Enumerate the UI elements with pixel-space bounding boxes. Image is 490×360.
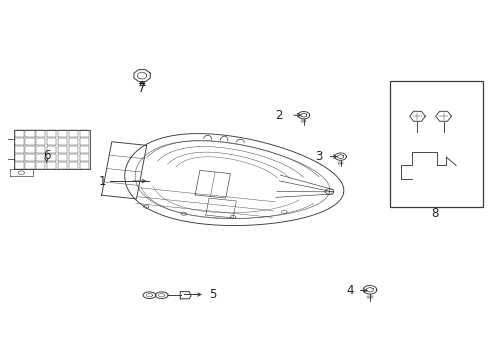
Text: 7: 7 xyxy=(138,82,146,95)
Text: 5: 5 xyxy=(209,288,217,301)
Text: 4: 4 xyxy=(346,284,354,297)
Text: 1: 1 xyxy=(99,175,107,188)
Text: 3: 3 xyxy=(315,150,322,163)
Bar xyxy=(390,81,483,207)
Text: 2: 2 xyxy=(275,109,283,122)
Text: 6: 6 xyxy=(43,149,50,162)
Text: 8: 8 xyxy=(431,207,439,220)
